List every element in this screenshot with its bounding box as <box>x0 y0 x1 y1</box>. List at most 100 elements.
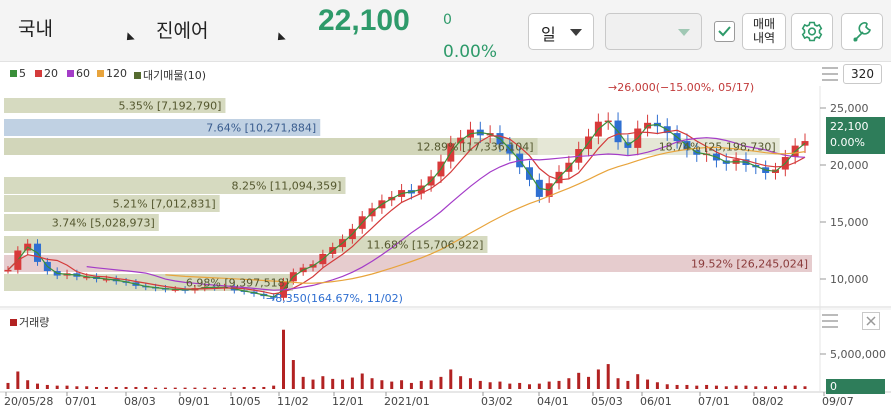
tools-button[interactable] <box>841 13 883 50</box>
volume-bar <box>567 378 571 389</box>
period-count-input[interactable]: 320 <box>843 64 882 84</box>
candle-body <box>4 269 12 272</box>
date-axis: 20/05/28 07/01 08/03 09/01 10/05 11/02 12/01 20… <box>4 392 854 408</box>
hamburger-menu-icon[interactable] <box>822 67 838 81</box>
chevron-down-icon <box>570 29 582 36</box>
volume-bar <box>537 383 541 389</box>
trade-history-label-1: 매매 <box>752 17 776 31</box>
volume-legend: 거래량 <box>10 314 49 330</box>
price-axis-label: 15,000 <box>830 216 869 229</box>
date-axis-label: 20/05/28 <box>4 395 53 408</box>
volume-bar <box>655 382 659 389</box>
volume-bar <box>449 369 453 389</box>
candle-body <box>83 276 91 279</box>
price-change-percent: 0.00% <box>443 42 498 62</box>
volume-bar <box>95 386 99 389</box>
top-toolbar: 국내 진에어 22,100 0 0.00% 일 매매 내역 <box>0 0 891 62</box>
date-axis-label: 09/01 <box>178 395 210 408</box>
annotations: →26,000(−15.00%, 05/17) →8,350(164.67%, 1… <box>266 81 754 305</box>
legend-item-ma120[interactable]: 120 <box>97 67 127 80</box>
stock-name[interactable]: 진에어 <box>156 20 209 42</box>
volume-bar <box>370 378 374 389</box>
legend-label: 20 <box>44 67 58 80</box>
legend-label: 5 <box>19 67 26 80</box>
volume-last-badge: 0 <box>826 379 885 394</box>
volume-bar <box>695 385 699 389</box>
supply-zone-labels: 5.35% [7,192,790] 7.64% [10,271,884] 12.89… <box>52 100 808 290</box>
volume-bar <box>419 380 423 389</box>
supply-zone-bar <box>4 255 812 272</box>
volume-bar <box>596 369 600 389</box>
ma120-line <box>165 146 806 284</box>
volume-axis-label: 5,000,000 <box>830 348 886 361</box>
volume-bar <box>646 379 650 389</box>
volume-bar <box>114 386 118 389</box>
supply-zone-label: 11.68% [15,706,922] <box>366 239 483 252</box>
market-selector[interactable]: 국내 <box>18 18 53 40</box>
last-price-percent: 0.00% <box>830 136 865 149</box>
volume-bar <box>557 380 561 389</box>
period-count-value: 320 <box>851 67 874 81</box>
supply-zone-label: 3.74% [5,028,973] <box>52 217 155 230</box>
volume-bar <box>163 387 167 389</box>
volume-close-button[interactable] <box>862 312 880 330</box>
legend-item-ma5[interactable]: 5 <box>10 67 26 80</box>
volume-bar <box>360 373 364 389</box>
supply-zone-label: 5.35% [7,192,790] <box>118 100 221 113</box>
volume-bar <box>626 380 630 389</box>
volume-bar <box>577 372 581 389</box>
volume-bar <box>311 379 315 389</box>
volume-bar <box>301 376 305 389</box>
checkmark-icon <box>718 26 731 37</box>
date-axis-label: 08/03 <box>124 395 156 408</box>
period-select-value: 일 <box>541 25 556 44</box>
last-price-value: 22,100 <box>830 120 869 133</box>
volume-bar <box>734 385 738 389</box>
secondary-select[interactable] <box>605 13 702 50</box>
current-price: 22,100 <box>318 4 410 37</box>
volume-bar <box>222 387 226 389</box>
volume-bar <box>754 386 758 389</box>
trade-history-checkbox[interactable] <box>714 21 735 42</box>
volume-bar <box>380 380 384 389</box>
trade-history-button[interactable]: 매매 내역 <box>742 13 786 50</box>
volume-bar <box>282 329 286 389</box>
volume-bar <box>75 386 79 389</box>
legend-item-supply[interactable]: 대기매물(10) <box>134 67 206 83</box>
volume-bar <box>242 386 246 389</box>
volume-bar <box>527 384 531 389</box>
volume-last-value: 0 <box>830 380 837 393</box>
supply-zone-bar <box>4 195 220 212</box>
settings-button[interactable] <box>791 13 833 50</box>
grid-lines <box>0 86 891 393</box>
period-select[interactable]: 일 <box>528 13 594 50</box>
volume-bar <box>390 381 394 389</box>
volume-bar <box>183 387 187 389</box>
volume-bar <box>213 387 217 389</box>
legend-label: 120 <box>106 67 127 80</box>
volume-bar <box>803 386 807 389</box>
volume-bar <box>714 385 718 389</box>
volume-bar <box>85 386 89 389</box>
volume-bar <box>173 387 177 389</box>
legend-color-swatch <box>35 70 42 77</box>
price-change: 0 <box>443 12 452 28</box>
date-axis-label: 06/01 <box>640 395 672 408</box>
date-axis-label: 09/07 <box>822 395 854 408</box>
volume-bar <box>262 386 266 389</box>
price-axis: 25,000 20,000 15,000 10,000 <box>820 102 869 286</box>
low-price-annotation: →8,350(164.67%, 11/02) <box>266 292 403 305</box>
volume-bar <box>793 385 797 389</box>
volume-bar <box>400 380 404 389</box>
legend-item-ma60[interactable]: 60 <box>67 67 90 80</box>
volume-label: 거래량 <box>19 316 50 329</box>
volume-bar <box>350 377 354 389</box>
volume-bar <box>783 385 787 389</box>
date-axis-label: 12/01 <box>332 395 364 408</box>
volume-bar <box>144 386 148 389</box>
price-axis-label: 10,000 <box>830 273 869 286</box>
legend-item-ma20[interactable]: 20 <box>35 67 58 80</box>
volume-bar <box>45 384 49 389</box>
volume-hamburger-icon[interactable] <box>822 314 838 328</box>
